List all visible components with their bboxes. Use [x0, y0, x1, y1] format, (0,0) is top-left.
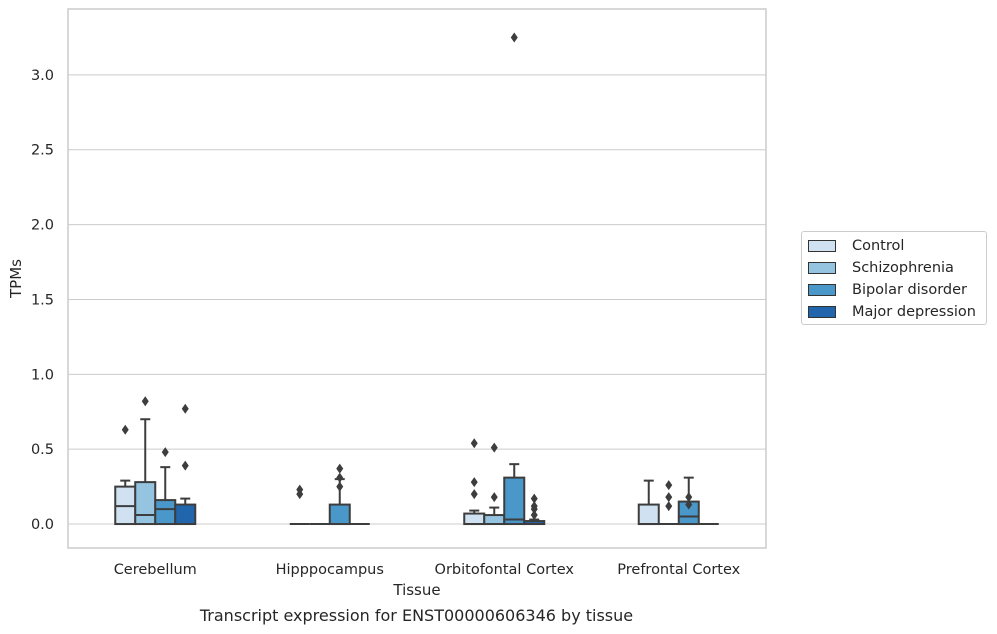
outlier-point: [665, 480, 673, 491]
outlier-point: [336, 481, 344, 492]
outlier-point: [141, 396, 149, 407]
outlier-point: [336, 472, 344, 483]
legend-label-control: Control: [852, 238, 905, 254]
outlier-point: [470, 438, 478, 449]
legend-item-bipolar-disorder: Bipolar disorder: [808, 282, 967, 298]
outlier-point: [181, 403, 189, 414]
x-tick-label: Hipppocampus: [276, 562, 384, 578]
y-tick-label: 0.5: [31, 442, 54, 458]
outlier-point: [665, 492, 673, 503]
y-tick-label: 1.0: [31, 367, 54, 383]
box: [637, 503, 660, 526]
y-tick-label: 2.0: [31, 218, 54, 234]
legend-swatch-major-depression: [808, 306, 836, 318]
x-axis-label: Tissue: [392, 581, 440, 599]
x-tick-label: Prefrontal Cortex: [617, 562, 740, 578]
y-tick-label: 2.5: [31, 143, 54, 159]
outlier-point: [470, 489, 478, 500]
plot-frame: [67, 8, 767, 549]
y-axis-label: TPMs: [7, 259, 25, 299]
outlier-point: [121, 424, 129, 435]
outlier-point: [336, 463, 344, 474]
outlier-point: [685, 492, 693, 503]
y-tick-label: 0.0: [31, 517, 54, 533]
legend: Control Schizophrenia Bipolar disorder M…: [801, 231, 987, 325]
y-tick-label: 1.5: [31, 292, 54, 308]
legend-item-major-depression: Major depression: [808, 304, 976, 320]
y-tick-label: 3.0: [31, 68, 54, 84]
outlier-point: [530, 493, 538, 504]
box: [503, 476, 526, 526]
legend-swatch-bipolar-disorder: [808, 284, 836, 296]
outlier-point: [685, 499, 693, 510]
legend-label-schizophrenia: Schizophrenia: [852, 260, 954, 276]
legend-label-bipolar-disorder: Bipolar disorder: [852, 282, 967, 298]
outlier-point: [161, 447, 169, 458]
outlier-point: [296, 484, 304, 495]
x-tick-label: Orbitofontal Cortex: [435, 562, 575, 578]
outlier-point: [530, 501, 538, 512]
box: [483, 514, 506, 526]
chart-title: Transcript expression for ENST0000060634…: [199, 606, 634, 625]
outlier-point: [665, 501, 673, 512]
outlier-point: [490, 492, 498, 503]
box: [134, 481, 157, 526]
outlier-point: [530, 510, 538, 521]
outlier-point: [470, 477, 478, 488]
box: [328, 503, 351, 526]
legend-swatch-control: [808, 240, 836, 252]
box: [154, 499, 177, 526]
box: [174, 503, 197, 526]
outlier-point: [510, 32, 518, 43]
box: [463, 512, 486, 526]
legend-item-control: Control: [808, 238, 904, 254]
outlier-point: [490, 442, 498, 453]
x-tick-label: Cerebellum: [114, 562, 197, 578]
legend-label-major-depression: Major depression: [852, 304, 976, 320]
legend-swatch-schizophrenia: [808, 262, 836, 274]
outlier-point: [181, 460, 189, 471]
legend-item-schizophrenia: Schizophrenia: [808, 260, 954, 276]
